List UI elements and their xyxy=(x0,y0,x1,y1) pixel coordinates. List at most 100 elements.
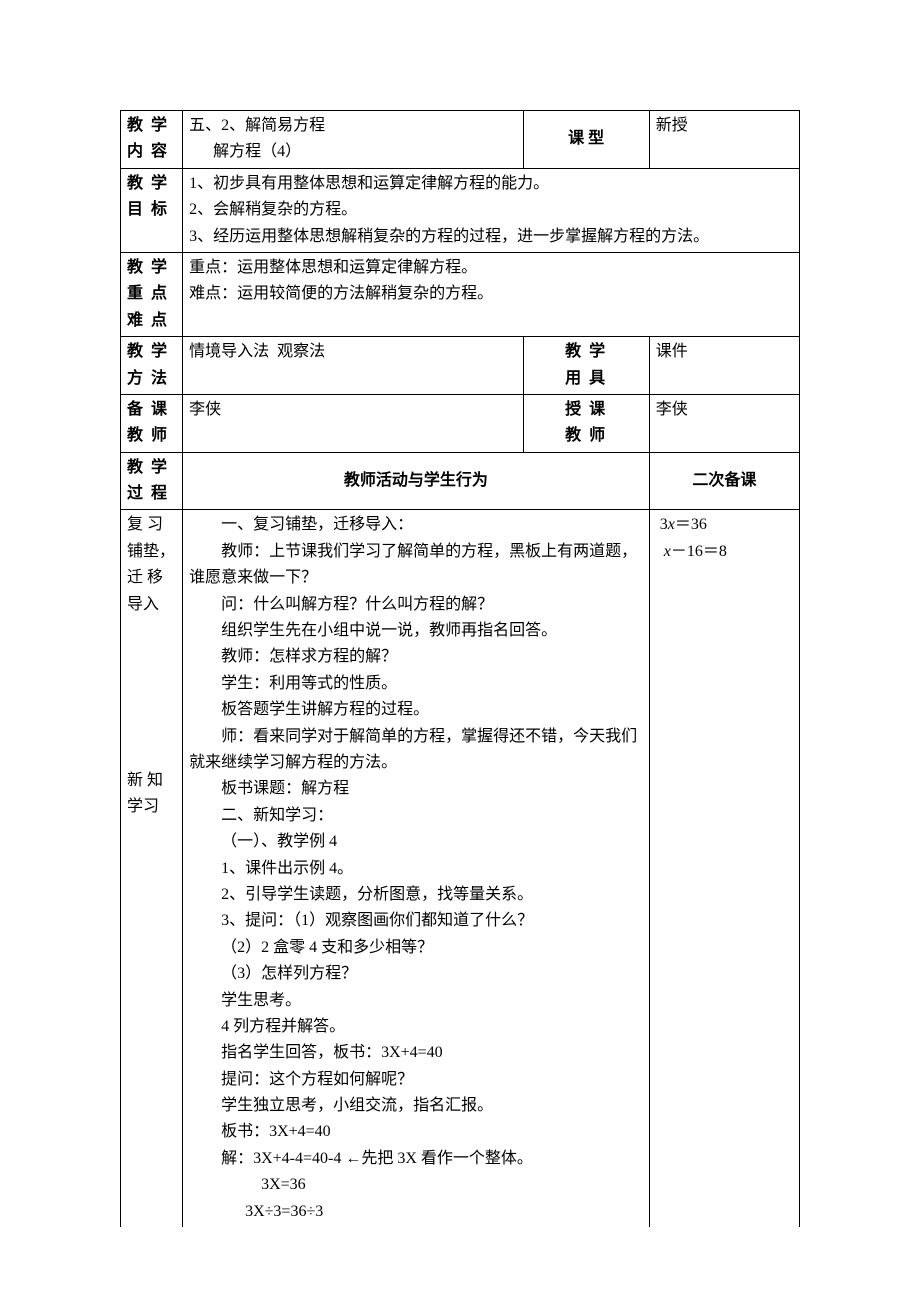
objective-1: 1、初步具有用整体思想和运算定律解方程的能力。 xyxy=(189,171,793,197)
side-eq1: 3x＝36 xyxy=(656,512,793,538)
lesson-plan-page: 教 学 内 容 五、2、解简易方程 解方程（4） 课 型 新授 教 学 目 标 … xyxy=(0,0,920,1267)
act-p23: 解：3X+4-4=40-4 ←先把 3X 看作一个整体。 xyxy=(189,1146,643,1172)
header-activity: 教师活动与学生行为 xyxy=(183,452,650,510)
class-type-text: 课 型 xyxy=(568,130,604,147)
give-teacher-value: 李侠 xyxy=(656,401,688,418)
act-p10: 二、新知学习： xyxy=(189,803,643,829)
cell-process-stage-labels: 复 习 铺垫， 迁 移 导入 新 知 学习 xyxy=(121,510,183,1227)
label-keypoints: 教 学 重 点 难 点 xyxy=(121,252,183,336)
stage-l1: 复 习 xyxy=(127,512,176,538)
act-p22: 板书：3X+4=40 xyxy=(189,1119,643,1145)
row-teaching-content: 教 学 内 容 五、2、解简易方程 解方程（4） 课 型 新授 xyxy=(121,111,800,169)
cell-side-notes: 3x＝36 x－16＝8 xyxy=(649,510,799,1227)
row-objectives: 教 学 目 标 1、初步具有用整体思想和运算定律解方程的能力。 2、会解稍复杂的… xyxy=(121,168,800,252)
second-prep-header-text: 二次备课 xyxy=(692,472,756,489)
objective-2: 2、会解稍复杂的方程。 xyxy=(189,197,793,223)
content-line1: 五、2、解简易方程 xyxy=(189,113,517,139)
label-line: 教 学 xyxy=(530,339,643,365)
act-p08: 师：看来同学对于解简单的方程，掌握得还不错，今天我们就来继续学习解方程的方法。 xyxy=(189,724,643,777)
keypoint-2: 难点：运用较简便的方法解稍复杂的方程。 xyxy=(189,281,793,307)
label-prep-teacher: 备 课 教 师 xyxy=(121,394,183,452)
eq1-var: x xyxy=(668,516,675,533)
act-p19: 指名学生回答，板书：3X+4=40 xyxy=(189,1040,643,1066)
act-p25: 3X÷3=36÷3 xyxy=(189,1199,643,1225)
spacer xyxy=(127,618,176,768)
objective-3: 3、经历运用整体思想解稍复杂的方程的过程，进一步掌握解方程的方法。 xyxy=(189,224,793,250)
tools-value: 课件 xyxy=(656,343,688,360)
act-p14: 3、提问：（1）观察图画你们都知道了什么？ xyxy=(189,908,643,934)
label-line: 教 学 xyxy=(127,171,176,197)
act-p17: 学生思考。 xyxy=(189,988,643,1014)
row-process-header: 教 学 过 程 教师活动与学生行为 二次备课 xyxy=(121,452,800,510)
eq2-rest: －16＝8 xyxy=(671,543,727,560)
row-method-tools: 教 学 方 法 情境导入法 观察法 教 学 用 具 课件 xyxy=(121,337,800,395)
cell-class-type-value: 新授 xyxy=(649,111,799,169)
act-p21: 学生独立思考，小组交流，指名汇报。 xyxy=(189,1093,643,1119)
cell-tools-value: 课件 xyxy=(649,337,799,395)
stage-l3: 迁 移 xyxy=(127,565,176,591)
act-p03: 问：什么叫解方程？什么叫方程的解？ xyxy=(189,592,643,618)
act-p12: 1、课件出示例 4。 xyxy=(189,856,643,882)
label-class-type: 课 型 xyxy=(523,111,649,169)
act-p11: （一）、教学例 4 xyxy=(189,829,643,855)
act-p07: 板答题学生讲解方程的过程。 xyxy=(189,697,643,723)
class-type-value: 新授 xyxy=(656,117,688,134)
label-line: 教 学 xyxy=(127,255,176,281)
cell-give-teacher: 李侠 xyxy=(649,394,799,452)
cell-activity-body: 一、复习铺垫，迁移导入： 教师：上节课我们学习了解简单的方程，黑板上有两道题，谁… xyxy=(183,510,650,1227)
label-line: 教 师 xyxy=(530,423,643,449)
label-line: 内 容 xyxy=(127,139,176,165)
activity-header-text: 教师活动与学生行为 xyxy=(344,472,488,489)
row-keypoints: 教 学 重 点 难 点 重点：运用整体思想和运算定律解方程。 难点：运用较简便的… xyxy=(121,252,800,336)
cell-method-value: 情境导入法 观察法 xyxy=(183,337,524,395)
side-eq2: x－16＝8 xyxy=(656,539,793,565)
stage-l4: 导入 xyxy=(127,592,176,618)
cell-objectives: 1、初步具有用整体思想和运算定律解方程的能力。 2、会解稍复杂的方程。 3、经历… xyxy=(183,168,800,252)
eq2-var: x xyxy=(664,543,671,560)
cell-prep-teacher: 李侠 xyxy=(183,394,524,452)
act-p02: 教师：上节课我们学习了解简单的方程，黑板上有两道题，谁愿意来做一下？ xyxy=(189,539,643,592)
header-second-prep: 二次备课 xyxy=(649,452,799,510)
act-p15: （2）2 盒零 4 支和多少相等？ xyxy=(189,935,643,961)
eq1-lhs: 3 xyxy=(660,516,668,533)
cell-keypoints: 重点：运用整体思想和运算定律解方程。 难点：运用较简便的方法解稍复杂的方程。 xyxy=(183,252,800,336)
label-line: 备 课 xyxy=(127,397,176,423)
label-line: 方 法 xyxy=(127,366,176,392)
keypoint-1: 重点：运用整体思想和运算定律解方程。 xyxy=(189,255,793,281)
act-p05: 教师：怎样求方程的解？ xyxy=(189,644,643,670)
act-p06: 学生：利用等式的性质。 xyxy=(189,671,643,697)
label-line: 教 学 xyxy=(127,339,176,365)
act-p13: 2、引导学生读题，分析图意，找等量关系。 xyxy=(189,882,643,908)
row-process-body: 复 习 铺垫， 迁 移 导入 新 知 学习 一、复习铺垫，迁移导入： 教师：上节… xyxy=(121,510,800,1227)
label-objectives: 教 学 目 标 xyxy=(121,168,183,252)
lesson-plan-table: 教 学 内 容 五、2、解简易方程 解方程（4） 课 型 新授 教 学 目 标 … xyxy=(120,110,800,1227)
act-p20: 提问：这个方程如何解呢？ xyxy=(189,1067,643,1093)
row-teachers: 备 课 教 师 李侠 授 课 教 师 李侠 xyxy=(121,394,800,452)
act-p24: 3X=36 xyxy=(189,1172,643,1198)
label-line: 难 点 xyxy=(127,308,176,334)
act-p04: 组织学生先在小组中说一说，教师再指名回答。 xyxy=(189,618,643,644)
label-line: 教 师 xyxy=(127,423,176,449)
act-p01: 一、复习铺垫，迁移导入： xyxy=(189,512,643,538)
label-line: 用 具 xyxy=(530,366,643,392)
stage-l5: 新 知 xyxy=(127,768,176,794)
label-give-teacher: 授 课 教 师 xyxy=(523,394,649,452)
content-line2: 解方程（4） xyxy=(189,139,517,165)
act-p09: 板书课题：解方程 xyxy=(189,776,643,802)
method-value: 情境导入法 观察法 xyxy=(189,343,325,360)
eq1-rhs: ＝36 xyxy=(675,516,707,533)
label-line: 教 学 xyxy=(127,455,176,481)
cell-content: 五、2、解简易方程 解方程（4） xyxy=(183,111,524,169)
stage-l2: 铺垫， xyxy=(127,539,176,565)
act-p16: （3）怎样列方程？ xyxy=(189,961,643,987)
label-line: 目 标 xyxy=(127,197,176,223)
label-tools: 教 学 用 具 xyxy=(523,337,649,395)
label-line: 重 点 xyxy=(127,281,176,307)
act-p18: 4 列方程并解答。 xyxy=(189,1014,643,1040)
label-method: 教 学 方 法 xyxy=(121,337,183,395)
label-process: 教 学 过 程 xyxy=(121,452,183,510)
label-line: 授 课 xyxy=(530,397,643,423)
label-teaching-content: 教 学 内 容 xyxy=(121,111,183,169)
label-line: 过 程 xyxy=(127,481,176,507)
stage-l6: 学习 xyxy=(127,794,176,820)
